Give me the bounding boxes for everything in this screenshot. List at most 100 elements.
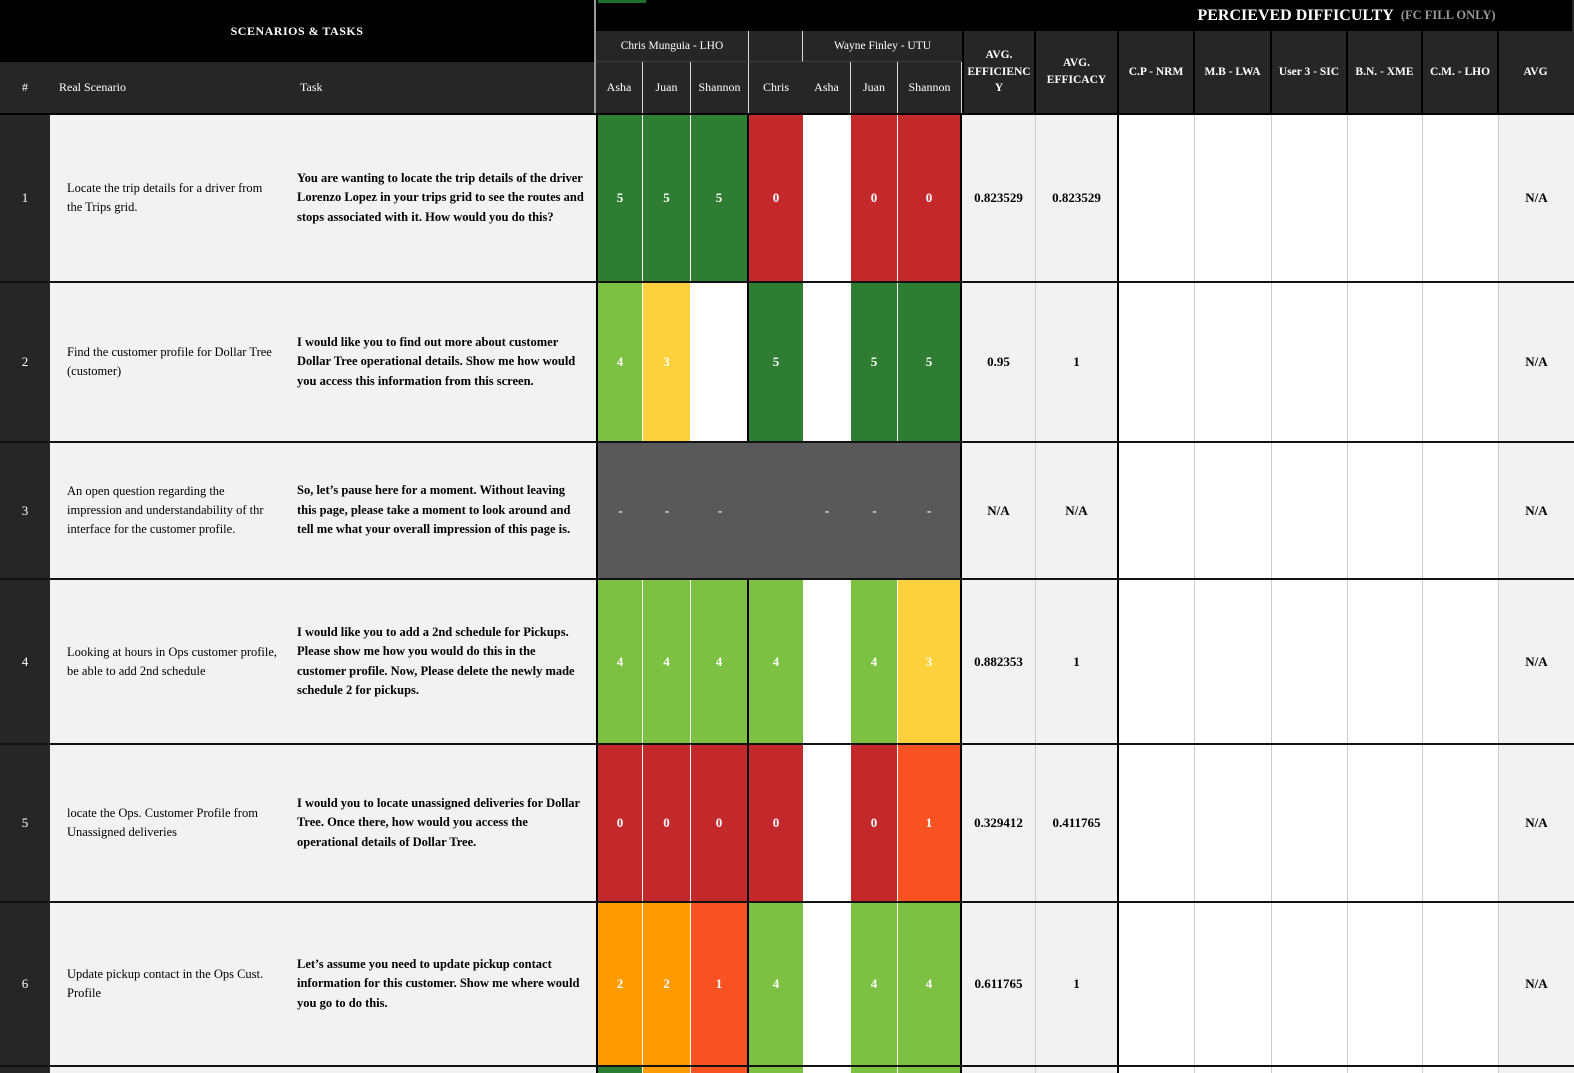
column-header-avg-efficacy[interactable]: AVG. EFFICACY [1036,31,1119,113]
row-number-cell[interactable]: 2 [0,283,50,441]
difficulty-fill-cell[interactable] [1119,443,1195,578]
difficulty-fill-cell[interactable] [1423,580,1499,743]
score-cell[interactable]: 2 [596,903,643,1065]
avg-cell[interactable]: N/A [1499,443,1574,578]
score-cell[interactable]: 5 [898,283,962,441]
difficulty-fill-cell[interactable] [1195,903,1272,1065]
score-cell[interactable]: 3 [898,580,962,743]
score-cell[interactable] [691,283,749,441]
score-cell[interactable]: 4 [691,580,749,743]
score-cell[interactable] [803,745,851,901]
score-cell[interactable]: 0 [643,745,691,901]
row-number-cell[interactable]: 5 [0,745,50,901]
perceived-difficulty-band[interactable] [596,0,1572,31]
difficulty-fill-cell[interactable] [1423,283,1499,441]
score-cell[interactable]: 5 [691,115,749,281]
score-cell[interactable]: 3 [643,283,691,441]
score-cell[interactable]: 0 [851,115,898,281]
column-header-number[interactable]: # [22,80,28,94]
rater-header-asha-1[interactable]: Asha [596,62,643,113]
difficulty-fill-cell[interactable] [1423,745,1499,901]
score-cell[interactable]: 4 [851,580,898,743]
row-number-cell[interactable]: 6 [0,903,50,1065]
avg-efficacy-cell[interactable]: 1 [1036,283,1119,441]
column-header-bn-xme[interactable]: B.N. - XME [1348,31,1423,113]
difficulty-fill-cell[interactable] [1272,903,1348,1065]
difficulty-fill-cell[interactable] [1423,115,1499,281]
avg-cell[interactable]: N/A [1499,745,1574,901]
score-cell[interactable]: 0 [749,745,803,901]
difficulty-fill-cell[interactable] [1272,115,1348,281]
score-cell[interactable] [803,580,851,743]
avg-cell[interactable]: N/A [1499,115,1574,281]
difficulty-fill-cell[interactable] [1119,1067,1195,1073]
merged-no-score-cell[interactable]: ------ [596,443,962,578]
avg-efficiency-cell[interactable]: N/A [962,443,1036,578]
task-cell[interactable]: So, let’s pause here for a moment. Witho… [290,443,596,578]
column-header-user3-sic[interactable]: User 3 - SIC [1272,31,1348,113]
avg-efficacy-cell[interactable]: 0.411765 [1036,745,1119,901]
difficulty-fill-cell[interactable] [1119,903,1195,1065]
score-cell[interactable]: 5 [643,115,691,281]
score-cell[interactable]: 5 [851,283,898,441]
avg-efficacy-cell[interactable]: 0.823529 [1036,115,1119,281]
score-cell[interactable] [749,1067,803,1073]
scenario-cell[interactable]: Update pickup contact in the Ops Cust. P… [50,903,290,1065]
avg-efficacy-cell[interactable]: 1 [1036,903,1119,1065]
scenario-cell[interactable]: locate the Ops. Customer Profile from Un… [50,745,290,901]
score-cell[interactable] [596,1067,643,1073]
difficulty-fill-cell[interactable] [1423,443,1499,578]
task-cell[interactable]: Let’s assume you need to update pickup c… [290,903,596,1065]
difficulty-fill-cell[interactable] [1119,580,1195,743]
column-header-avg[interactable]: AVG [1523,66,1548,78]
score-cell[interactable]: 0 [851,745,898,901]
score-cell[interactable]: 1 [691,903,749,1065]
scenario-cell[interactable]: Looking at hours in Ops customer profile… [50,580,290,743]
avg-cell[interactable] [1499,1067,1574,1073]
scenario-cell[interactable] [50,1067,290,1073]
score-cell[interactable] [851,1067,898,1073]
score-cell[interactable]: 4 [749,903,803,1065]
score-cell[interactable] [803,115,851,281]
difficulty-fill-cell[interactable] [1119,745,1195,901]
row-number-cell[interactable]: 4 [0,580,50,743]
column-header-cm-lho[interactable]: C.M. - LHO [1423,31,1499,113]
avg-efficacy-cell[interactable]: 1 [1036,580,1119,743]
difficulty-fill-cell[interactable] [1272,283,1348,441]
difficulty-fill-cell[interactable] [1272,443,1348,578]
rater-header-juan-2[interactable]: Juan [851,62,898,113]
score-cell[interactable] [803,1067,851,1073]
column-header-avg-efficiency[interactable]: AVG. EFFICIENCY [962,31,1036,113]
column-header-cp-nrm[interactable]: C.P - NRM [1119,31,1195,113]
difficulty-fill-cell[interactable] [1348,283,1423,441]
avg-efficiency-cell[interactable]: 0.95 [962,283,1036,441]
difficulty-fill-cell[interactable] [1348,745,1423,901]
difficulty-fill-cell[interactable] [1348,443,1423,578]
difficulty-fill-cell[interactable] [1348,1067,1423,1073]
task-cell[interactable]: I would you to locate unassigned deliver… [290,745,596,901]
score-cell[interactable]: 0 [691,745,749,901]
rater-header-chris[interactable]: Chris [762,80,789,94]
rater-header-shannon-1[interactable]: Shannon [691,62,749,113]
row-number-cell[interactable]: 3 [0,443,50,578]
group-header-gap[interactable] [749,31,803,62]
difficulty-fill-cell[interactable] [1272,1067,1348,1073]
difficulty-fill-cell[interactable] [1195,443,1272,578]
row-number-cell[interactable] [0,1067,50,1073]
difficulty-fill-cell[interactable] [1195,745,1272,901]
score-cell[interactable]: 0 [898,115,962,281]
rater-header-asha-2[interactable]: Asha [803,62,851,113]
score-cell[interactable]: 4 [596,580,643,743]
task-cell[interactable]: I would like you to find out more about … [290,283,596,441]
difficulty-fill-cell[interactable] [1423,1067,1499,1073]
group-header-chris-munguia[interactable]: Chris Munguia - LHO [596,31,749,62]
avg-efficiency-cell[interactable]: 0.611765 [962,903,1036,1065]
avg-efficiency-cell[interactable] [962,1067,1036,1073]
difficulty-fill-cell[interactable] [1119,115,1195,281]
score-cell[interactable]: 4 [851,903,898,1065]
difficulty-fill-cell[interactable] [1195,283,1272,441]
column-header-real-scenario[interactable]: Real Scenario [59,80,126,94]
difficulty-fill-cell[interactable] [1119,283,1195,441]
avg-efficiency-cell[interactable]: 0.882353 [962,580,1036,743]
score-cell[interactable]: 4 [749,580,803,743]
